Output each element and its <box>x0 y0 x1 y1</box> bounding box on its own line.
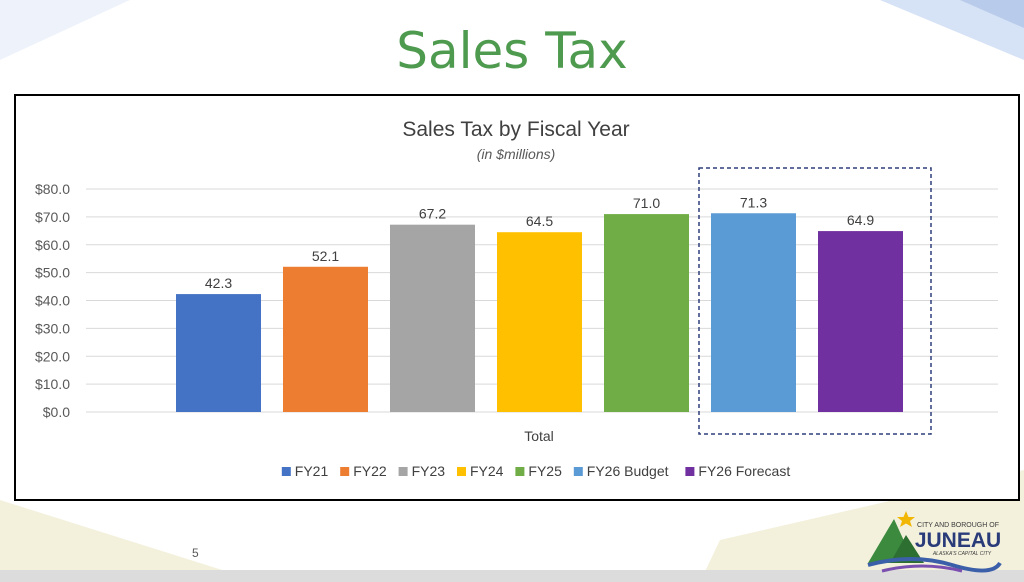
bar-fy26-forecast <box>818 231 903 412</box>
bar-fy26-budget <box>711 213 796 412</box>
legend-swatch <box>515 467 525 476</box>
page-number: 5 <box>192 546 199 560</box>
legend-swatch <box>398 467 408 476</box>
data-label: 52.1 <box>312 248 339 264</box>
chart-subtitle: (in $millions) <box>477 146 556 162</box>
data-label: 71.0 <box>633 195 660 211</box>
y-axis-ticks: $0.0 $10.0 $20.0 $30.0 $40.0 $50.0 $60.0 $70.0 $… <box>35 181 70 420</box>
data-label: 42.3 <box>205 275 232 291</box>
legend-item: FY23 <box>412 463 446 479</box>
y-tick-label: $80.0 <box>35 181 70 197</box>
bar-fy24 <box>497 232 582 412</box>
legend-swatch <box>685 467 695 476</box>
data-label: 64.5 <box>526 213 553 229</box>
x-axis-label: Total <box>524 428 554 444</box>
bar-fy21 <box>176 294 261 412</box>
legend-item: FY21 <box>295 463 329 479</box>
chart-svg: $0.0 $10.0 $20.0 $30.0 $40.0 $50.0 $60.0 $70.0 $… <box>35 118 998 479</box>
legend-item: FY25 <box>528 463 562 479</box>
juneau-logo: CITY AND BOROUGH OF JUNEAU ALASKA'S CAPI… <box>867 511 1002 573</box>
legend-swatch <box>457 467 466 476</box>
y-tick-label: $70.0 <box>35 209 70 225</box>
bar-fy22 <box>283 266 368 412</box>
chart-container: $0.0 $10.0 $20.0 $30.0 $40.0 $50.0 $60.0 $70.0 $… <box>14 94 1020 501</box>
y-tick-label: $50.0 <box>35 265 70 281</box>
y-tick-label: $40.0 <box>35 293 70 309</box>
legend-swatch <box>281 467 291 476</box>
data-label: 64.9 <box>847 212 874 228</box>
legend-item: FY26 Forecast <box>698 463 790 479</box>
legend-swatch <box>573 467 583 476</box>
legend-item: FY22 <box>353 463 387 479</box>
data-label: 67.2 <box>419 206 446 222</box>
slide-title: Sales Tax <box>396 22 628 80</box>
legend-item: FY26 Budget <box>587 463 669 479</box>
logo-name: JUNEAU <box>915 529 1001 552</box>
chart-title: Sales Tax by Fiscal Year <box>402 118 629 141</box>
legend-item: FY24 <box>470 463 504 479</box>
data-labels: 42.3 52.1 67.2 64.5 71.0 71.3 64.9 <box>205 194 874 291</box>
y-tick-label: $30.0 <box>35 320 70 336</box>
logo-line1: CITY AND BOROUGH OF <box>917 522 999 529</box>
forecast-highlight-box <box>698 167 932 435</box>
data-label: 71.3 <box>740 194 767 210</box>
logo-star-icon <box>897 511 915 527</box>
bars <box>176 213 903 412</box>
y-tick-label: $20.0 <box>35 348 70 364</box>
legend: FY21 FY22 FY23 FY24 FY25 FY26 Budget FY26 Fore… <box>281 463 790 479</box>
bar-fy25 <box>604 214 689 412</box>
y-tick-label: $10.0 <box>35 376 70 392</box>
logo-tagline: ALASKA'S CAPITAL CITY <box>932 551 992 557</box>
bar-fy23 <box>390 224 475 412</box>
y-tick-label: $60.0 <box>35 237 70 253</box>
legend-swatch <box>340 467 350 476</box>
y-tick-label: $0.0 <box>43 404 70 420</box>
